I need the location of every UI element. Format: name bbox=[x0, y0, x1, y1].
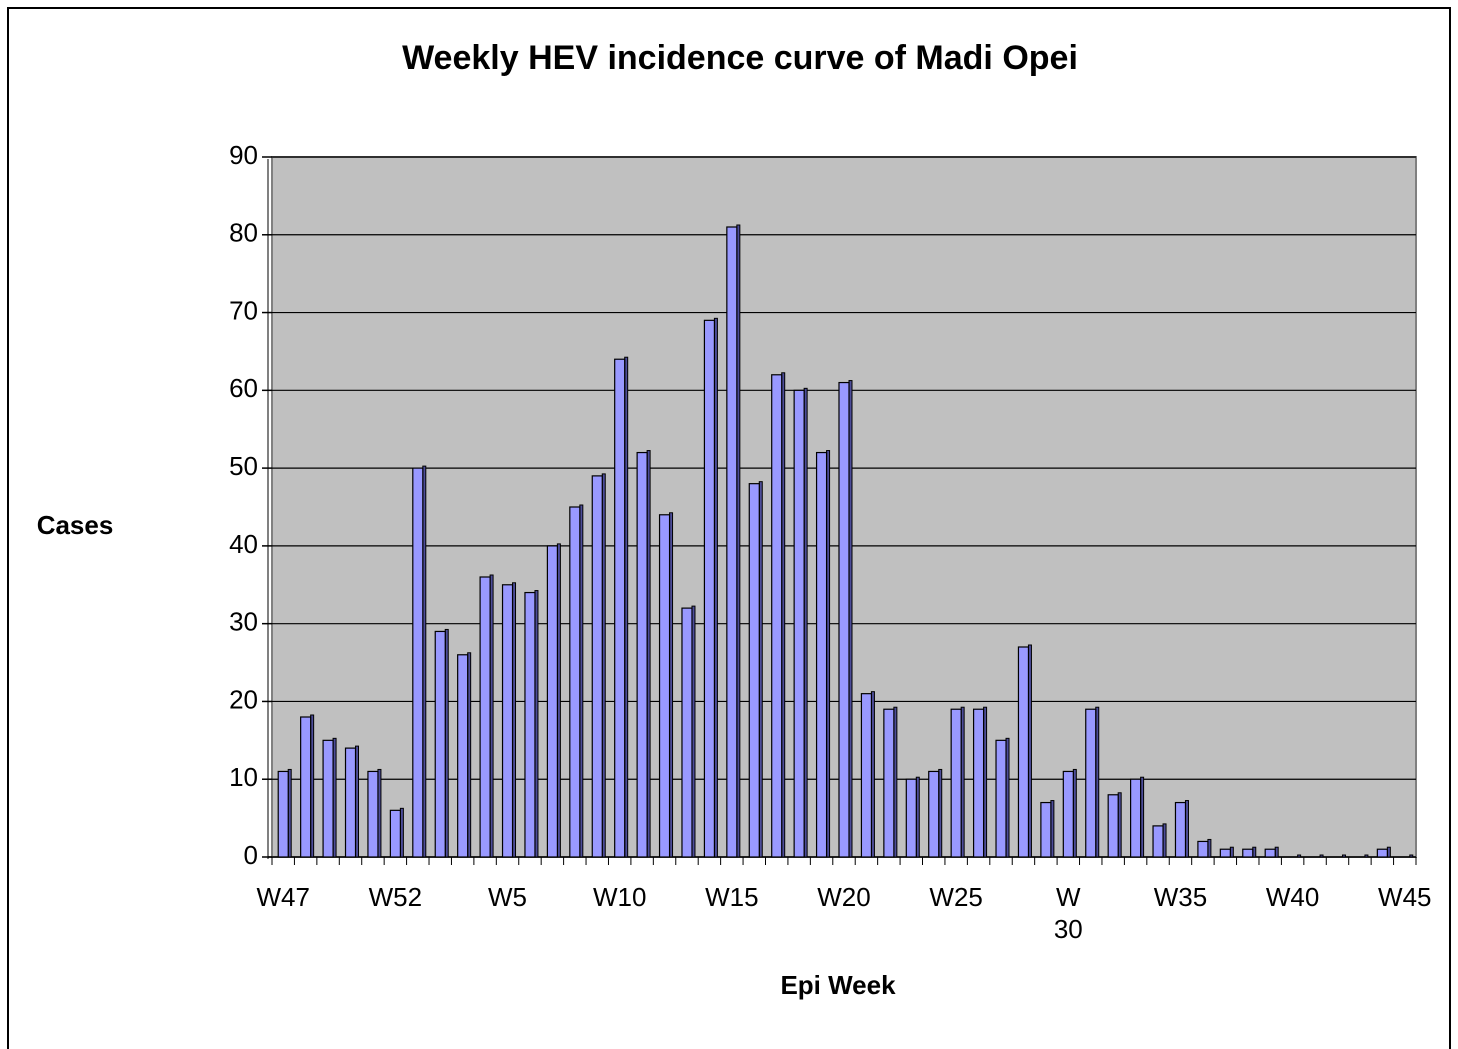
bar bbox=[434, 630, 446, 858]
bar bbox=[995, 739, 1007, 858]
bar bbox=[412, 467, 424, 858]
bar bbox=[1197, 840, 1209, 858]
bar-side bbox=[1409, 854, 1414, 858]
bar bbox=[771, 374, 783, 858]
y-tick-label: 0 bbox=[244, 840, 258, 870]
bar bbox=[838, 381, 850, 858]
bar bbox=[1107, 794, 1119, 858]
bar bbox=[457, 654, 469, 858]
x-tick-label: W15 bbox=[705, 882, 759, 912]
chart-title: Weekly HEV incidence curve of Madi Opei bbox=[402, 39, 1078, 77]
bar-side bbox=[1297, 854, 1302, 858]
x-tick-label: W45 bbox=[1378, 882, 1432, 912]
bar bbox=[1062, 770, 1074, 858]
x-tick-label: W47 bbox=[256, 882, 310, 912]
bar-side bbox=[1319, 854, 1324, 858]
bar bbox=[1376, 848, 1388, 858]
y-tick-label: 50 bbox=[229, 451, 258, 481]
x-tick-label: W5 bbox=[488, 882, 528, 912]
x-tick-label: W20 bbox=[817, 882, 871, 912]
bar bbox=[479, 576, 491, 858]
y-tick-label: 60 bbox=[229, 373, 258, 403]
x-tick-label: W 30 bbox=[1053, 882, 1083, 944]
y-tick-label: 80 bbox=[229, 218, 258, 248]
bar bbox=[367, 770, 379, 858]
bar bbox=[1152, 825, 1164, 858]
bar bbox=[569, 506, 581, 858]
bar bbox=[614, 358, 626, 858]
x-tick-label: W35 bbox=[1153, 882, 1208, 912]
x-tick-label: W25 bbox=[929, 882, 983, 912]
bar bbox=[389, 809, 401, 858]
bar bbox=[815, 451, 828, 858]
y-tick-label: 70 bbox=[229, 295, 258, 325]
bar bbox=[1130, 778, 1142, 858]
bar bbox=[703, 319, 716, 858]
y-axis-title: Cases bbox=[37, 510, 114, 540]
y-tick-label: 90 bbox=[229, 140, 258, 170]
bar bbox=[591, 475, 603, 858]
x-axis-title: Epi Week bbox=[780, 970, 896, 1000]
y-tick-label: 40 bbox=[229, 529, 258, 559]
bar bbox=[501, 584, 514, 858]
bar bbox=[300, 716, 312, 858]
bar bbox=[1085, 708, 1097, 858]
x-tick-label: W40 bbox=[1265, 882, 1320, 912]
y-tick-label: 20 bbox=[229, 684, 258, 714]
bar bbox=[860, 693, 873, 858]
frame bbox=[7, 7, 1451, 1049]
bar bbox=[1242, 848, 1254, 858]
bar bbox=[905, 778, 917, 858]
bar bbox=[726, 226, 738, 858]
bar bbox=[344, 747, 357, 858]
bar bbox=[1040, 801, 1052, 858]
bar bbox=[972, 708, 985, 858]
x-tick-label: W52 bbox=[368, 882, 423, 912]
bar bbox=[524, 591, 536, 858]
bar bbox=[636, 451, 648, 858]
bar bbox=[681, 607, 693, 858]
bar bbox=[1174, 801, 1187, 858]
bar bbox=[322, 739, 334, 858]
y-tick-label: 10 bbox=[229, 762, 258, 792]
bar bbox=[1219, 848, 1231, 858]
bar-side bbox=[1341, 854, 1346, 858]
bar bbox=[883, 708, 895, 858]
bar bbox=[546, 545, 558, 858]
bar bbox=[1264, 848, 1276, 858]
bar bbox=[793, 389, 805, 858]
bar bbox=[950, 708, 962, 858]
bar-side bbox=[1364, 854, 1369, 858]
bar bbox=[928, 770, 940, 858]
bar bbox=[1017, 646, 1030, 858]
bar bbox=[658, 514, 671, 858]
x-tick-label: W10 bbox=[592, 882, 647, 912]
y-tick-label: 30 bbox=[229, 607, 258, 637]
bar bbox=[277, 770, 289, 858]
bar bbox=[748, 483, 760, 858]
